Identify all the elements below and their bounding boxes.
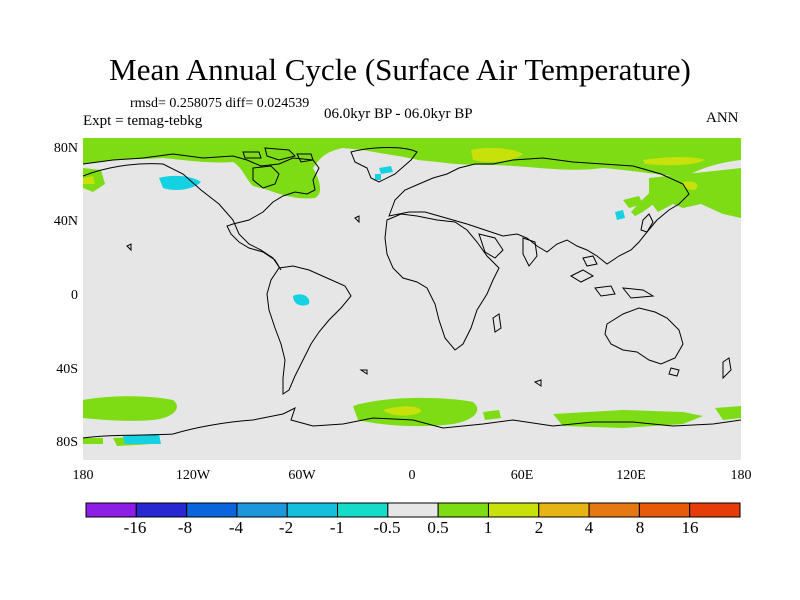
- experiment-label: Expt = temag-tebkg: [83, 113, 203, 129]
- anomaly-map: [83, 138, 741, 460]
- colorbar-box: [437, 502, 489, 518]
- lat-label-80n: 80N: [53, 141, 78, 156]
- moderate-positive-regions: [83, 147, 705, 416]
- colorbar-box: [135, 502, 188, 518]
- lat-label-40n: 40N: [53, 214, 78, 229]
- lon-label-60w: 60W: [288, 468, 316, 483]
- colorbar-label: 16: [681, 518, 699, 537]
- lon-label-0: 0: [408, 468, 416, 483]
- colorbar-box: [588, 502, 640, 518]
- lon-label-120e: 120E: [616, 468, 646, 483]
- colorbar-box: [538, 502, 590, 518]
- lat-label-80s: 80S: [56, 435, 78, 450]
- colorbar: [85, 502, 741, 518]
- colorbar-label: 8: [635, 518, 645, 537]
- colorbar-box: [387, 502, 439, 518]
- colorbar-label: 0.5: [427, 518, 449, 537]
- colorbar-box: [286, 502, 339, 518]
- stats-label: rmsd= 0.258075 diff= 0.024539: [130, 96, 310, 111]
- plot-title: Mean Annual Cycle (Surface Air Temperatu…: [109, 52, 691, 87]
- colorbar-label: -0.5: [373, 518, 401, 537]
- colorbar-box: [638, 502, 691, 518]
- colorbar-label: -4: [228, 518, 244, 537]
- colorbar-label: 2: [534, 518, 544, 537]
- lon-label-60e: 60E: [510, 468, 534, 483]
- lat-label-0: 0: [71, 288, 78, 303]
- colorbar-box: [487, 502, 540, 518]
- colorbar-box: [186, 502, 238, 518]
- colorbar-box: [85, 502, 137, 518]
- period-label: 06.0kyr BP - 06.0kyr BP: [324, 106, 473, 122]
- coastlines: [83, 147, 741, 439]
- season-label: ANN: [706, 110, 739, 126]
- colorbar-label: 4: [584, 518, 594, 537]
- lon-label-120w: 120W: [175, 468, 211, 483]
- colorbar-label: -1: [329, 518, 345, 537]
- colorbar-box: [689, 502, 741, 518]
- colorbar-box: [337, 502, 389, 518]
- lat-label-40s: 40S: [56, 362, 78, 377]
- colorbar-label: 1: [483, 518, 493, 537]
- lon-label-180w: 180: [72, 468, 94, 483]
- colorbar-label: -16: [123, 518, 147, 537]
- colorbar-boxes: [85, 502, 741, 518]
- colorbar-label: -8: [177, 518, 193, 537]
- colorbar-box: [236, 502, 288, 518]
- colorbar-label: -2: [278, 518, 294, 537]
- negative-anomaly-regions: [123, 166, 625, 444]
- lon-label-180e: 180: [730, 468, 752, 483]
